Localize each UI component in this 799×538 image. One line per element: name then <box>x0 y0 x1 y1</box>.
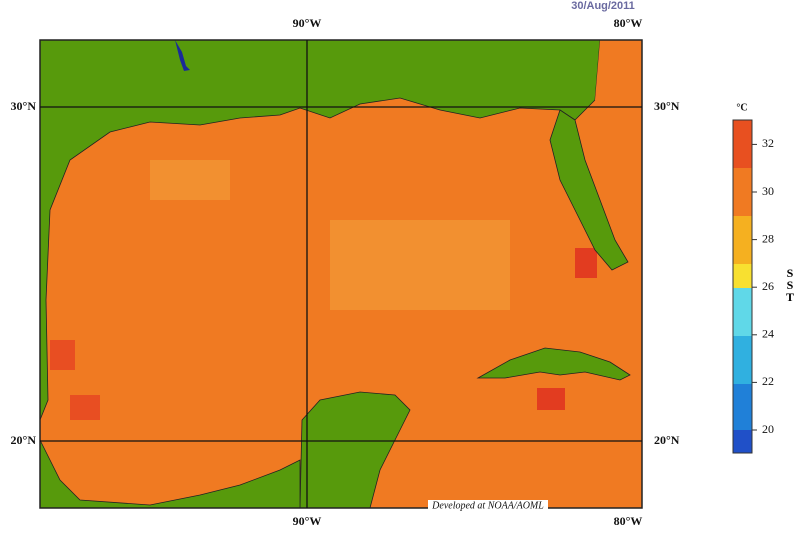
land-yucatan <box>299 391 411 509</box>
colorbar-frame <box>732 119 753 454</box>
sst-patch <box>330 220 510 310</box>
colorbar-tick-label: 26 <box>762 279 774 293</box>
sst-patch <box>537 388 565 410</box>
colorbar-segment <box>733 264 752 288</box>
credit: Developed at NOAA/AOML <box>431 500 544 511</box>
sst-patch <box>50 340 75 370</box>
colorbar-tick-label: 24 <box>762 327 774 341</box>
map-frame <box>39 39 643 509</box>
colorbar-tick-label: 20 <box>762 422 774 436</box>
colorbar-tick-label: 32 <box>762 136 774 150</box>
lat-label: 30°N <box>654 99 680 113</box>
lat-label: 30°N <box>11 99 37 113</box>
lon-label: 90°W <box>293 514 322 528</box>
colorbar-segment <box>733 288 752 336</box>
colorbar-title: SST <box>783 266 797 302</box>
colorbar-unit: °C <box>736 102 747 113</box>
sst-patch <box>70 395 100 420</box>
lon-label: 80°W <box>614 16 643 30</box>
colorbar-segment <box>733 120 752 168</box>
date: 30/Aug/2011 <box>571 0 635 12</box>
lat-label: 20°N <box>654 433 680 447</box>
colorbar-segment <box>733 168 752 216</box>
land-cuba <box>476 347 631 381</box>
land-south <box>39 439 301 509</box>
colorbar-ticks: 20 22 24 26 28 30 32 <box>752 136 774 436</box>
lat-label: 20°N <box>11 433 37 447</box>
colorbar-tick-label: 22 <box>762 374 774 388</box>
credit-box <box>428 500 548 512</box>
lon-label: 90°W <box>293 16 322 30</box>
atlantic <box>595 40 642 210</box>
colorbar-segment <box>733 336 752 384</box>
colorbar-segment <box>733 384 752 430</box>
land-florida <box>549 109 629 271</box>
colorbar-tick-label: 28 <box>762 231 774 245</box>
colorbar <box>732 119 753 454</box>
colorbar-segment <box>733 430 752 453</box>
river <box>175 40 190 71</box>
lon-label: 80°W <box>614 514 643 528</box>
map <box>39 39 643 509</box>
colorbar-tick-label: 30 <box>762 184 774 198</box>
colorbar-segment <box>733 216 752 264</box>
sst-patch <box>150 160 230 200</box>
sst-patch <box>575 248 597 278</box>
